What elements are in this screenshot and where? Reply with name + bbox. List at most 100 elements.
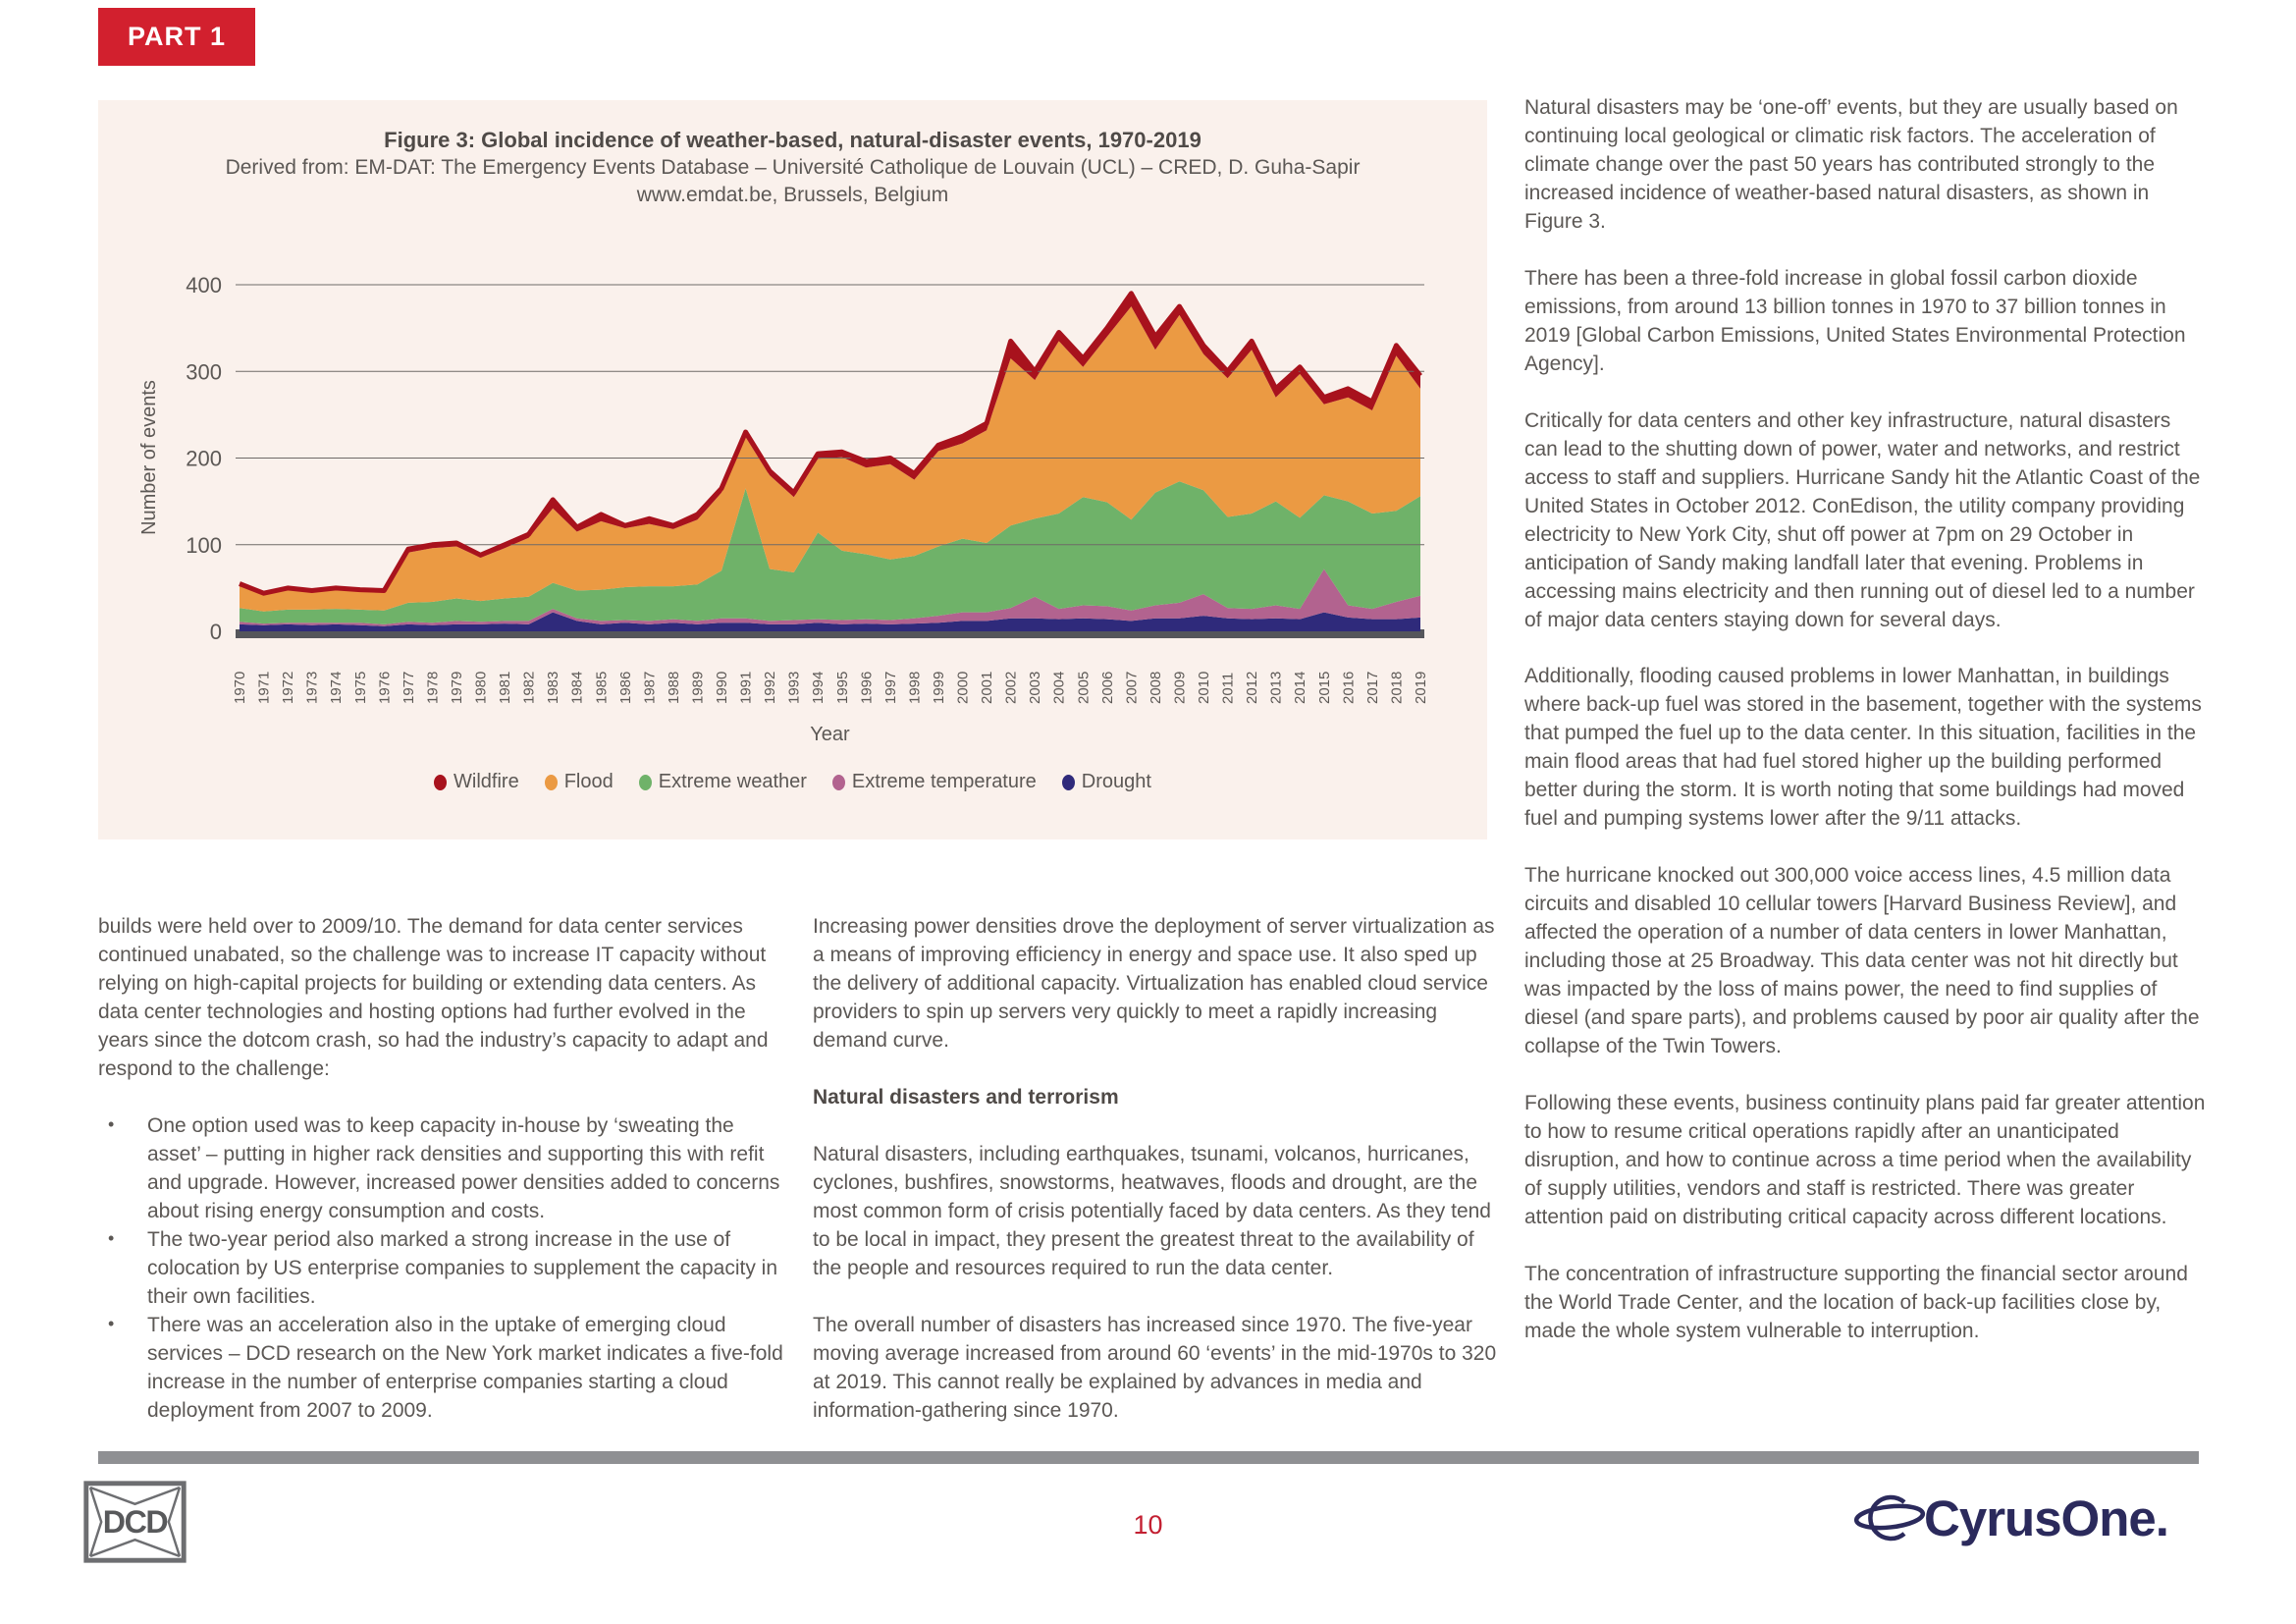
chart-legend: Wildfire Flood Extreme weather Extreme temp… — [98, 771, 1487, 793]
legend-swatch — [831, 774, 845, 790]
bullet-item: • The two-year period also marked a stron… — [98, 1226, 785, 1312]
figure3-title: Figure 3: Global incidence of weather-ba… — [384, 128, 1201, 152]
paragraph: There has been a three-fold increase in … — [1524, 266, 2186, 375]
y-tick-label: 300 — [186, 360, 222, 385]
legend-item: Flood — [544, 771, 614, 793]
x-tick-label: 1990 — [714, 672, 730, 704]
dcd-logo: DCD — [83, 1481, 187, 1568]
x-tick-label: 1994 — [810, 672, 827, 704]
x-tick-label: 1976 — [376, 672, 393, 704]
x-tick-label: 2007 — [1123, 672, 1140, 704]
x-tick-label: 2008 — [1148, 672, 1164, 704]
figure3-titles: Figure 3: Global incidence of weather-ba… — [98, 100, 1487, 208]
x-tick-label: 1997 — [882, 672, 899, 704]
x-tick-label: 2018 — [1388, 672, 1405, 704]
page-number: 10 — [1133, 1510, 1163, 1540]
x-tick-label: 1973 — [304, 672, 321, 704]
y-tick-label: 400 — [186, 273, 222, 298]
legend-swatch — [1061, 774, 1075, 790]
figure3-stacked-area-chart: 0 100 200 300 400 1970 1971 1972 1973 1974 1975 197… — [138, 273, 1429, 745]
x-tick-label: 1978 — [424, 672, 441, 704]
bullet-item: • There was an acceleration also in the u… — [98, 1312, 785, 1426]
x-tick-label: 2003 — [1027, 672, 1043, 704]
footer-divider-bar — [98, 1451, 2199, 1464]
cyrusone-logo-icon: CyrusOne. — [1853, 1490, 2169, 1546]
x-tick-label: 1982 — [521, 672, 538, 704]
legend-item: Extreme weather — [638, 771, 807, 793]
legend-item: Drought — [1061, 771, 1151, 793]
total-line — [239, 291, 1422, 597]
x-tick-label: 2000 — [955, 672, 972, 704]
part-badge: PART 1 — [98, 8, 256, 66]
legend-swatch — [434, 774, 448, 790]
x-tick-label: 1984 — [569, 672, 586, 704]
x-tick-label: 2009 — [1172, 672, 1189, 704]
paragraph: The hurricane knocked out 300,000 voice … — [1524, 864, 2200, 1058]
legend-item: Wildfire — [434, 771, 519, 793]
x-tick-label: 1970 — [232, 672, 248, 704]
legend-item: Extreme temperature — [831, 771, 1037, 793]
paragraph: Natural disasters, including earthquakes… — [813, 1142, 1491, 1279]
legend-label: Wildfire — [454, 771, 519, 793]
x-tick-label: 2011 — [1220, 673, 1237, 704]
area-series-drought — [240, 613, 1420, 632]
x-tick-label: 1991 — [738, 672, 755, 704]
x-tick-label: 1975 — [352, 672, 369, 704]
x-tick-label: 1995 — [834, 672, 851, 704]
x-tick-label: 1987 — [641, 672, 658, 704]
paragraph: Increasing power densities drove the dep… — [813, 915, 1495, 1052]
x-tick-label: 2005 — [1075, 672, 1092, 704]
body-column-left: builds were held over to 2009/10. The de… — [98, 913, 785, 1425]
x-tick-label: 1983 — [545, 672, 561, 704]
legend-label: Extreme temperature — [851, 771, 1037, 793]
x-tick-label: 1977 — [400, 672, 417, 704]
x-tick-label: 1996 — [858, 672, 875, 704]
figure3-panel: Figure 3: Global incidence of weather-ba… — [98, 100, 1487, 839]
area-series-extreme-temperature — [240, 568, 1420, 627]
cyrusone-wordmark: CyrusOne. — [1924, 1490, 2168, 1546]
figure3-source-line1: Derived from: EM-DAT: The Emergency Even… — [225, 156, 1361, 180]
dcd-logo-icon: DCD — [83, 1481, 187, 1563]
x-tick-label: 2014 — [1292, 672, 1308, 704]
x-axis-bar — [236, 629, 1424, 639]
area-series-extreme-weather — [240, 481, 1420, 625]
x-tick-label: 2013 — [1268, 672, 1285, 704]
bullet-marker: • — [108, 1227, 115, 1248]
x-tick-label: 2017 — [1364, 672, 1381, 704]
legend-swatch — [638, 774, 652, 790]
x-tick-label: 2006 — [1099, 672, 1116, 704]
paragraph: Critically for data centers and other ke… — [1524, 408, 2201, 631]
bullet-marker: • — [108, 1113, 115, 1134]
y-tick-label: 200 — [186, 447, 222, 471]
x-tick-label: 2016 — [1340, 672, 1357, 704]
paragraph: Additionally, flooding caused problems i… — [1524, 665, 2202, 831]
x-tick-label: 1979 — [449, 672, 465, 704]
x-tick-label: 2010 — [1196, 672, 1212, 704]
x-tick-label: 1993 — [786, 672, 803, 704]
paragraph: The overall number of disasters has incr… — [813, 1313, 1497, 1422]
body-column-middle: Increasing power densities drove the dep… — [813, 913, 1500, 1454]
section-heading: Natural disasters and terrorism — [813, 1085, 1119, 1109]
x-tick-label: 1971 — [256, 672, 273, 704]
x-tick-label: 1999 — [931, 672, 947, 704]
x-tick-label: 2004 — [1051, 672, 1068, 704]
x-tick-label: 2019 — [1413, 672, 1429, 704]
paragraph: Following these events, business continu… — [1524, 1092, 2206, 1228]
bullet-text: One option used was to keep capacity in-… — [147, 1113, 780, 1222]
paragraph: Natural disasters may be ‘one-off’ event… — [1524, 96, 2178, 233]
x-tick-label: 1974 — [328, 672, 345, 704]
x-tick-label: 1992 — [762, 672, 778, 704]
figure3-source-line2: www.emdat.be, Brussels, Belgium — [636, 183, 949, 206]
x-tick-label: 2015 — [1316, 672, 1333, 704]
x-tick-label: 2002 — [1003, 672, 1020, 704]
x-tick-label: 1981 — [497, 672, 513, 704]
bullet-text: There was an acceleration also in the up… — [147, 1313, 783, 1422]
bullet-list: • One option used was to keep capacity in… — [98, 1112, 785, 1426]
bullet-marker: • — [108, 1313, 115, 1333]
x-axis-title: Year — [810, 724, 850, 745]
x-tick-label: 2001 — [979, 672, 995, 704]
area-series-flood — [240, 306, 1420, 613]
cyrusone-logo: CyrusOne. — [1853, 1487, 2205, 1556]
x-tick-label: 1972 — [280, 672, 296, 704]
